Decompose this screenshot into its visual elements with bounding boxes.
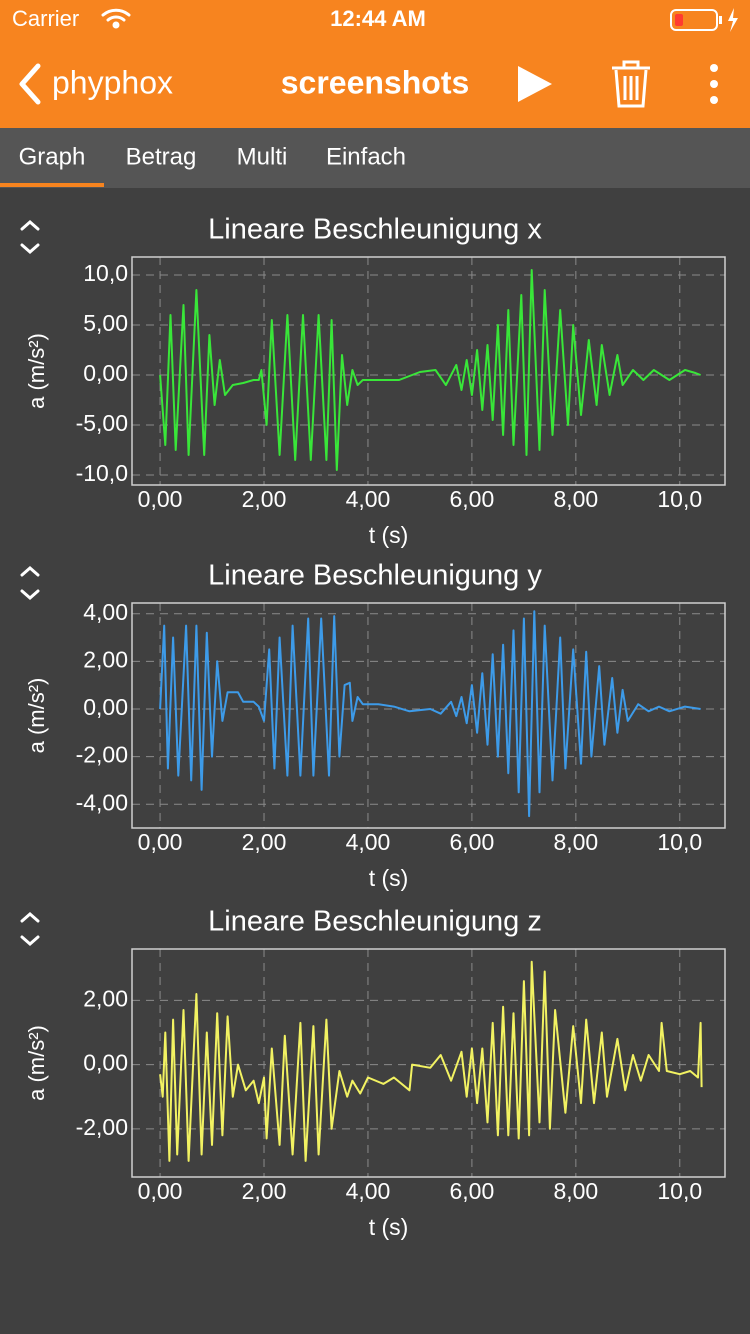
tab[interactable]: Einfach [326, 143, 406, 170]
tab-indicator [0, 183, 104, 187]
battery-icon [670, 8, 738, 32]
tab[interactable]: Graph [19, 143, 86, 170]
x-tick-label: 10,0 [657, 1178, 702, 1204]
reorder-arrows[interactable] [20, 566, 40, 600]
back-button[interactable]: phyphox [52, 64, 173, 100]
x-tick-label: 2,00 [242, 1178, 287, 1204]
x-axis-label: t (s) [369, 1214, 409, 1240]
x-tick-label: 6,00 [450, 486, 495, 512]
trash-button[interactable] [612, 60, 650, 108]
y-tick-label: 2,00 [83, 646, 128, 672]
x-axis-label: t (s) [369, 865, 409, 891]
x-tick-label: 6,00 [450, 829, 495, 855]
tab[interactable]: Betrag [126, 143, 197, 170]
clock: 12:44 AM [330, 6, 426, 31]
plot-frame [131, 602, 726, 829]
x-tick-label: 0,00 [138, 1178, 183, 1204]
play-button[interactable] [518, 66, 552, 102]
y-tick-label: 4,00 [83, 599, 128, 625]
y-tick-label: -4,00 [76, 789, 128, 815]
x-tick-label: 4,00 [346, 829, 391, 855]
chart-title: Lineare Beschleunigung y [208, 560, 542, 592]
chart-title: Lineare Beschleunigung z [208, 906, 542, 938]
x-tick-label: 2,00 [242, 486, 287, 512]
x-tick-label: 8,00 [553, 1178, 598, 1204]
y-tick-label: -2,00 [76, 742, 128, 768]
y-tick-label: 0,00 [83, 1050, 128, 1076]
plot-frame [131, 948, 726, 1178]
y-tick-label: 5,00 [83, 310, 128, 336]
y-tick-label: 2,00 [83, 985, 128, 1011]
y-tick-label: -5,00 [76, 410, 128, 436]
data-line [159, 269, 701, 471]
reorder-arrows[interactable] [20, 220, 40, 254]
x-axis-label: t (s) [369, 522, 409, 548]
y-tick-label: -2,00 [76, 1114, 128, 1140]
x-tick-label: 2,00 [242, 829, 287, 855]
x-tick-label: 6,00 [450, 1178, 495, 1204]
x-tick-label: 4,00 [346, 1178, 391, 1204]
y-axis-label: a (m/s²) [24, 1025, 49, 1101]
back-chevron[interactable] [19, 63, 41, 105]
nav-title: screenshots [281, 64, 470, 100]
x-tick-label: 8,00 [553, 829, 598, 855]
tab[interactable]: Multi [237, 143, 288, 170]
data-line [159, 960, 703, 1162]
carrier: Carrier [12, 6, 79, 31]
tab-bar [0, 128, 750, 188]
plot-frame [131, 256, 726, 486]
chart-title: Lineare Beschleunigung x [208, 214, 542, 246]
y-tick-label: 0,00 [83, 360, 128, 386]
y-axis-label: a (m/s²) [24, 678, 49, 754]
x-tick-label: 10,0 [657, 486, 702, 512]
y-axis-label: a (m/s²) [24, 333, 49, 409]
y-tick-label: 10,0 [83, 260, 128, 286]
wifi-icon [101, 8, 131, 29]
y-tick-label: 0,00 [83, 694, 128, 720]
x-tick-label: 0,00 [138, 829, 183, 855]
x-tick-label: 4,00 [346, 486, 391, 512]
x-tick-label: 0,00 [138, 486, 183, 512]
data-line [159, 610, 701, 818]
x-tick-label: 10,0 [657, 829, 702, 855]
y-tick-label: -10,0 [76, 460, 128, 486]
x-tick-label: 8,00 [553, 486, 598, 512]
reorder-arrows[interactable] [20, 912, 40, 946]
menu-button[interactable] [710, 64, 718, 104]
